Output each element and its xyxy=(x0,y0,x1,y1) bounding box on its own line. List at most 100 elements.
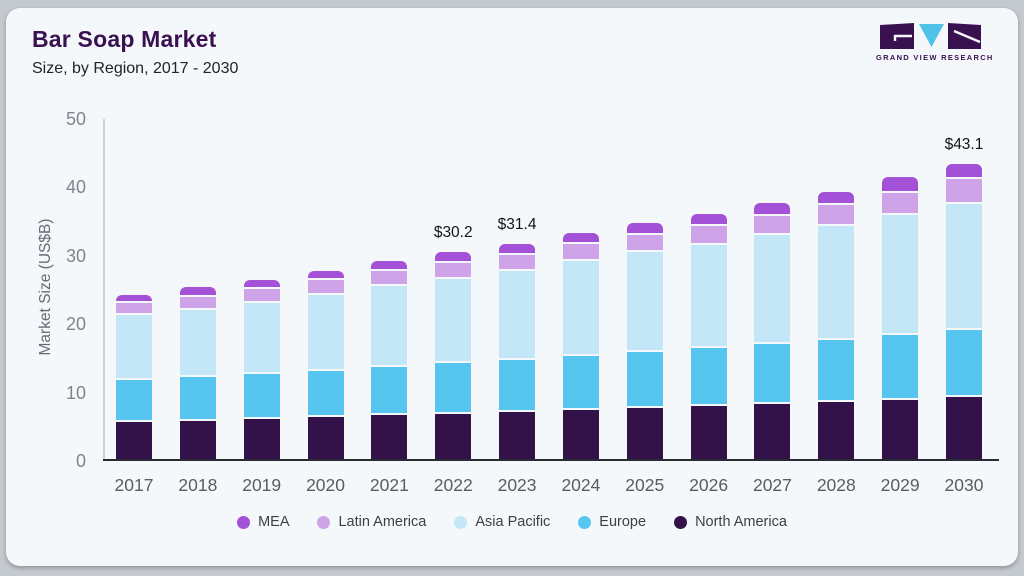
bar-2025[interactable]: 2025 xyxy=(625,119,664,495)
bar-2027[interactable]: 2027 xyxy=(753,119,792,495)
bar-2018[interactable]: 2018 xyxy=(178,119,217,495)
segment-mea[interactable] xyxy=(116,294,152,304)
segment-asia-pacific[interactable] xyxy=(179,309,216,377)
segment-north-america[interactable] xyxy=(435,413,472,459)
segment-north-america[interactable] xyxy=(945,397,982,459)
bar-stack xyxy=(179,287,216,459)
segment-asia-pacific[interactable] xyxy=(371,285,408,368)
legend-item-asia-pacific[interactable]: Asia Pacific xyxy=(454,514,550,530)
segment-europe[interactable] xyxy=(945,329,982,398)
segment-north-america[interactable] xyxy=(116,422,152,459)
segment-mea[interactable] xyxy=(945,164,982,179)
segment-latin-america[interactable] xyxy=(243,289,280,304)
segment-europe[interactable] xyxy=(818,340,855,403)
segment-asia-pacific[interactable] xyxy=(690,244,727,349)
segment-north-america[interactable] xyxy=(243,418,280,459)
segment-mea[interactable] xyxy=(435,252,472,264)
segment-europe[interactable] xyxy=(243,374,280,419)
segment-europe[interactable] xyxy=(371,367,408,416)
segment-latin-america[interactable] xyxy=(818,205,855,226)
segment-latin-america[interactable] xyxy=(882,192,919,215)
segment-asia-pacific[interactable] xyxy=(499,270,536,360)
segment-north-america[interactable] xyxy=(499,411,536,459)
segment-mea[interactable] xyxy=(179,287,216,297)
segment-north-america[interactable] xyxy=(626,408,663,459)
bar-2022[interactable]: $30.2 2022 xyxy=(434,119,473,495)
segment-north-america[interactable] xyxy=(307,417,344,459)
bar-2020[interactable]: 2020 xyxy=(306,119,345,495)
segment-mea[interactable] xyxy=(243,279,280,290)
chart-card: Bar Soap Market Size, by Region, 2017 - … xyxy=(6,8,1018,566)
segment-europe[interactable] xyxy=(882,335,919,401)
segment-europe[interactable] xyxy=(435,363,472,414)
segment-mea[interactable] xyxy=(882,177,919,193)
segment-latin-america[interactable] xyxy=(499,254,536,271)
segment-latin-america[interactable] xyxy=(562,244,599,262)
segment-latin-america[interactable] xyxy=(116,303,152,316)
x-tick-label: 2024 xyxy=(561,475,601,495)
x-tick-label: 2023 xyxy=(497,475,537,495)
legend-label: North America xyxy=(695,514,787,530)
segment-asia-pacific[interactable] xyxy=(562,261,599,357)
bar-2021[interactable]: 2021 xyxy=(370,119,409,495)
bar-stack xyxy=(626,223,663,459)
segment-mea[interactable] xyxy=(307,270,344,280)
segment-latin-america[interactable] xyxy=(690,226,727,245)
segment-asia-pacific[interactable] xyxy=(307,294,344,371)
segment-europe[interactable] xyxy=(562,356,599,411)
segment-europe[interactable] xyxy=(754,344,791,405)
legend-item-north-america[interactable]: North America xyxy=(674,514,787,530)
segment-latin-america[interactable] xyxy=(179,296,216,310)
segment-north-america[interactable] xyxy=(690,406,727,459)
segment-asia-pacific[interactable] xyxy=(754,235,791,345)
y-tick-label: 10 xyxy=(65,382,86,403)
segment-mea[interactable] xyxy=(754,203,791,217)
bar-2017[interactable]: 2017 xyxy=(115,119,153,495)
segment-north-america[interactable] xyxy=(562,410,599,459)
segment-latin-america[interactable] xyxy=(435,263,472,280)
y-tick-label: 20 xyxy=(65,314,86,335)
segment-mea[interactable] xyxy=(562,233,599,245)
segment-mea[interactable] xyxy=(499,244,536,255)
legend-item-europe[interactable]: Europe xyxy=(578,514,646,530)
bar-stack xyxy=(882,177,919,459)
bar-2023[interactable]: $31.4 2023 xyxy=(498,119,537,495)
segment-latin-america[interactable] xyxy=(307,279,344,295)
segment-north-america[interactable] xyxy=(882,400,919,459)
segment-asia-pacific[interactable] xyxy=(626,252,663,353)
segment-europe[interactable] xyxy=(116,379,152,423)
segment-mea[interactable] xyxy=(690,213,727,227)
segment-asia-pacific[interactable] xyxy=(945,203,982,330)
segment-latin-america[interactable] xyxy=(626,234,663,253)
segment-mea[interactable] xyxy=(371,261,408,271)
segment-latin-america[interactable] xyxy=(754,216,791,236)
bar-2026[interactable]: 2026 xyxy=(689,119,728,495)
bar-2030[interactable]: $43.1 2030 xyxy=(945,119,984,495)
bar-2029[interactable]: 2029 xyxy=(881,119,920,495)
segment-asia-pacific[interactable] xyxy=(882,214,919,336)
segment-europe[interactable] xyxy=(307,370,344,418)
segment-north-america[interactable] xyxy=(371,415,408,459)
segment-latin-america[interactable] xyxy=(945,178,982,204)
segment-europe[interactable] xyxy=(690,348,727,407)
segment-north-america[interactable] xyxy=(754,404,791,459)
segment-north-america[interactable] xyxy=(818,402,855,459)
segment-asia-pacific[interactable] xyxy=(243,303,280,375)
segment-asia-pacific[interactable] xyxy=(818,225,855,340)
bar-2028[interactable]: 2028 xyxy=(817,119,856,495)
segment-asia-pacific[interactable] xyxy=(116,315,152,380)
segment-latin-america[interactable] xyxy=(371,270,408,286)
segment-mea[interactable] xyxy=(818,191,855,206)
segment-europe[interactable] xyxy=(626,352,663,409)
segment-europe[interactable] xyxy=(499,359,536,412)
bar-2024[interactable]: 2024 xyxy=(561,119,600,495)
legend-item-latin-america[interactable]: Latin America xyxy=(317,514,426,530)
segment-mea[interactable] xyxy=(626,223,663,235)
bar-2019[interactable]: 2019 xyxy=(242,119,281,495)
segment-europe[interactable] xyxy=(179,376,216,421)
legend-item-mea[interactable]: MEA xyxy=(237,514,289,530)
bar-stack xyxy=(945,164,982,459)
segment-asia-pacific[interactable] xyxy=(435,279,472,364)
page-subtitle: Size, by Region, 2017 - 2030 xyxy=(32,60,239,77)
segment-north-america[interactable] xyxy=(179,420,216,459)
